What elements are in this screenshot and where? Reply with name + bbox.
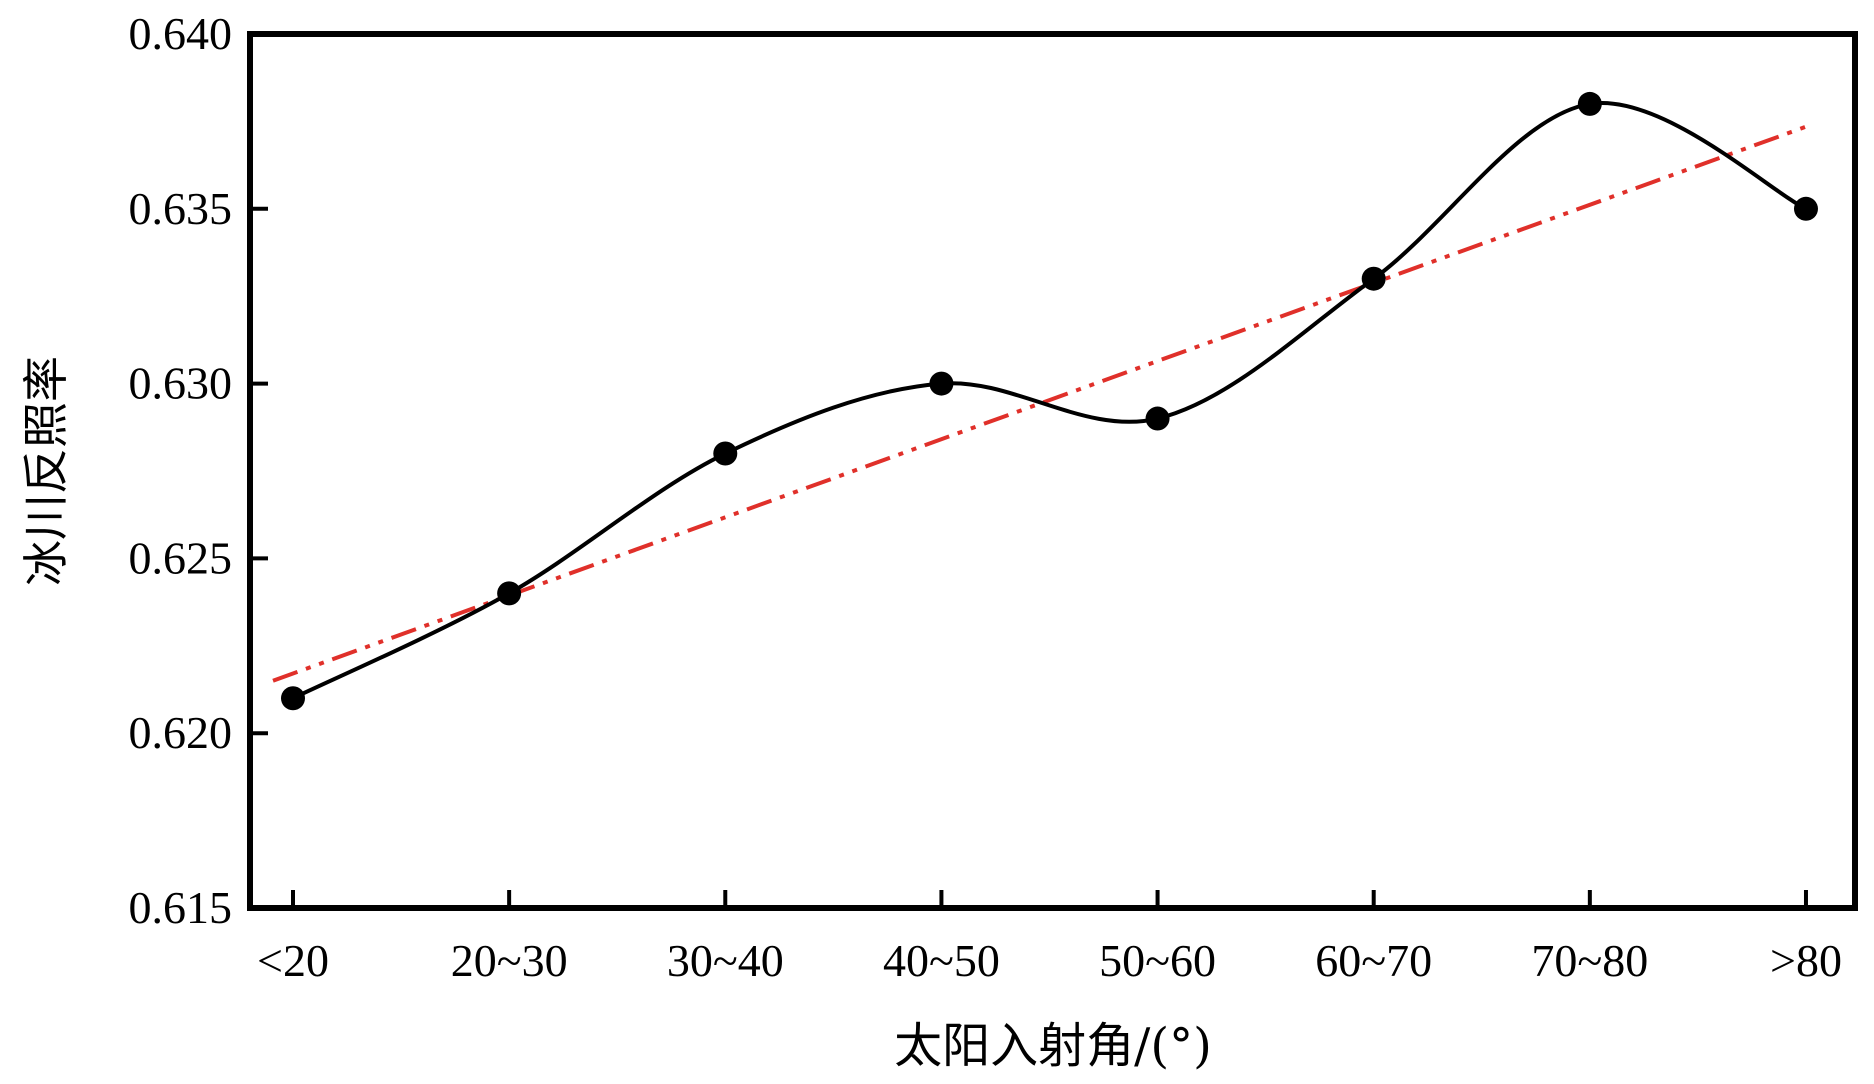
x-tick-label: >80	[1770, 935, 1842, 986]
y-tick-label: 0.630	[129, 358, 233, 409]
x-tick-label: 60~70	[1315, 935, 1432, 986]
data-point	[1361, 266, 1386, 291]
x-tick-label: 30~40	[667, 935, 784, 986]
data-point	[497, 581, 522, 606]
trend-line	[272, 123, 1812, 683]
data-point	[281, 686, 305, 711]
y-tick-label: 0.635	[129, 183, 233, 234]
x-tick-label: 20~30	[451, 935, 568, 986]
series-line	[292, 100, 1807, 701]
y-tick-label: 0.615	[129, 882, 233, 933]
data-point	[1793, 196, 1818, 221]
plot-frame	[247, 31, 1858, 911]
data-point	[929, 371, 954, 396]
data-point	[1577, 91, 1602, 116]
y-tick-label: 0.620	[129, 707, 233, 758]
y-axis-title: 冰川反照率	[19, 356, 73, 586]
x-axis-title: 太阳入射角/(°)	[894, 1018, 1212, 1074]
x-tick-label: 40~50	[883, 935, 1000, 986]
y-tick-label: 0.625	[129, 532, 233, 583]
x-tick-label: 50~60	[1099, 935, 1216, 986]
y-tick-label: 0.640	[129, 8, 233, 59]
x-tick-label: 70~80	[1531, 935, 1648, 986]
data-point	[713, 441, 738, 466]
x-tick-label: <20	[257, 935, 329, 986]
data-point	[1145, 406, 1170, 431]
